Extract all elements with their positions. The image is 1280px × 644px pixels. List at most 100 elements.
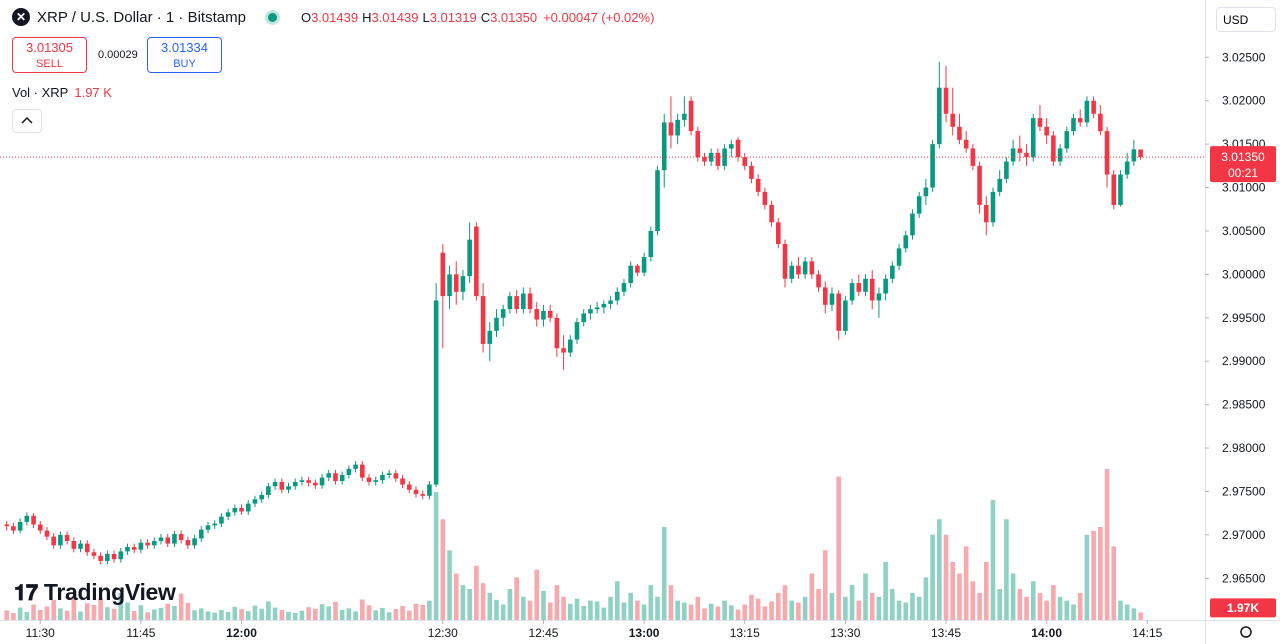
- candle-body: [507, 296, 513, 310]
- volume-bar: [1051, 585, 1056, 620]
- buy-label: BUY: [173, 58, 196, 70]
- volume-bar: [628, 592, 633, 620]
- candle-body: [373, 480, 379, 482]
- volume-bar: [729, 605, 734, 620]
- candle-body: [467, 239, 472, 277]
- x-tick-label: 12:45: [528, 626, 558, 640]
- volume-bar: [1010, 573, 1016, 620]
- x-tick-label: 13:15: [730, 626, 760, 640]
- volume-bar: [1077, 592, 1083, 620]
- y-tick-label: 2.96500: [1222, 571, 1266, 585]
- high-label: H: [362, 9, 372, 25]
- x-tick-label: 12:00: [226, 626, 257, 640]
- volume-bar: [896, 600, 902, 620]
- volume-bar: [1084, 534, 1090, 620]
- candle-body: [339, 474, 345, 482]
- volume-bar: [970, 581, 976, 620]
- candle-body: [1024, 152, 1029, 158]
- candle-body: [360, 464, 365, 478]
- volume-bar: [440, 519, 446, 620]
- volume-bar: [1131, 608, 1137, 620]
- y-tick-label: 3.01000: [1222, 181, 1266, 195]
- volume-bar: [876, 596, 882, 620]
- volume-bar: [64, 610, 70, 620]
- volume-bar: [937, 519, 942, 620]
- candle-body: [843, 300, 848, 331]
- volume-bar: [380, 607, 385, 620]
- close-value: 3.01350: [490, 9, 538, 25]
- candle-body: [185, 540, 191, 546]
- volume-bar: [299, 610, 305, 620]
- settings-icon[interactable]: [1240, 626, 1252, 638]
- candle-body: [527, 293, 533, 310]
- candle-body: [152, 540, 157, 546]
- symbol[interactable]: XRP / U.S. Dollar · 1 · Bitstamp: [37, 8, 246, 26]
- symbol-icon: ✕: [12, 8, 30, 26]
- candle-body: [380, 474, 385, 481]
- currency-button[interactable]: USD: [1216, 7, 1276, 32]
- candle-body: [1091, 100, 1096, 114]
- volume-bar: [420, 604, 425, 620]
- candle-body: [447, 274, 452, 297]
- volume-bar: [957, 573, 962, 620]
- volume-bar: [51, 599, 56, 620]
- volume-bar: [883, 561, 888, 620]
- candle-body: [313, 482, 318, 486]
- volume-legend: Vol · XRP 1.97 K: [12, 85, 112, 100]
- candle-body: [876, 293, 882, 301]
- candle-body: [440, 252, 446, 297]
- volume-bar: [601, 607, 607, 620]
- volume-bar: [943, 534, 949, 620]
- candle-body: [547, 310, 553, 318]
- sell-label: SELL: [36, 58, 63, 70]
- x-tick-label: 14:15: [1132, 626, 1162, 640]
- sell-button[interactable]: 3.01305 SELL: [12, 37, 87, 73]
- candle-body: [400, 478, 405, 485]
- candle-body: [762, 191, 768, 205]
- volume-bar: [433, 492, 439, 620]
- y-tick-label: 2.97500: [1222, 484, 1266, 498]
- volume-bar: [306, 607, 311, 620]
- volume-bar: [574, 598, 580, 620]
- y-tick-label: 3.00000: [1222, 267, 1266, 281]
- volume-bar: [997, 589, 1002, 620]
- candle-body: [514, 296, 519, 310]
- volume-bar: [58, 608, 63, 620]
- volume-bar: [44, 606, 50, 620]
- candle-body: [158, 537, 164, 541]
- x-tick-label: 11:30: [26, 626, 55, 640]
- logo-text: TradingView: [43, 579, 176, 605]
- volume-bar: [769, 601, 774, 620]
- candle-body: [24, 515, 30, 522]
- collapse-button[interactable]: [12, 109, 42, 133]
- candle-body: [239, 507, 244, 512]
- volume-bar: [695, 596, 701, 620]
- y-tick-label: 2.99000: [1222, 354, 1266, 368]
- volume-bar: [963, 546, 969, 620]
- volume-bar: [990, 499, 996, 620]
- volume-bar: [708, 603, 714, 620]
- volume-bar: [131, 611, 137, 620]
- volume-bar: [11, 613, 16, 620]
- last-volume-badge: [1210, 598, 1276, 618]
- volume-bar: [762, 606, 768, 620]
- volume-bar: [702, 608, 707, 620]
- candle-body: [138, 542, 144, 550]
- candles: [4, 61, 1143, 565]
- volume-bar: [172, 606, 177, 620]
- collapse-icon: [21, 116, 33, 124]
- volume-bar: [326, 606, 332, 620]
- candle-body: [198, 529, 204, 539]
- candle-body: [51, 536, 56, 546]
- volume-bar: [286, 611, 291, 620]
- volume-bar: [1030, 581, 1036, 620]
- spread: 0.00029: [98, 49, 138, 61]
- y-tick-label: 3.02000: [1222, 94, 1266, 108]
- candle-body: [554, 317, 560, 349]
- buy-button[interactable]: 3.01334 BUY: [147, 37, 222, 73]
- volume-bar: [822, 550, 828, 620]
- candle-body: [480, 296, 486, 344]
- x-tick-label: 14:00: [1031, 626, 1062, 640]
- candle-body: [453, 274, 459, 292]
- y-tick-label: 2.98500: [1222, 398, 1266, 412]
